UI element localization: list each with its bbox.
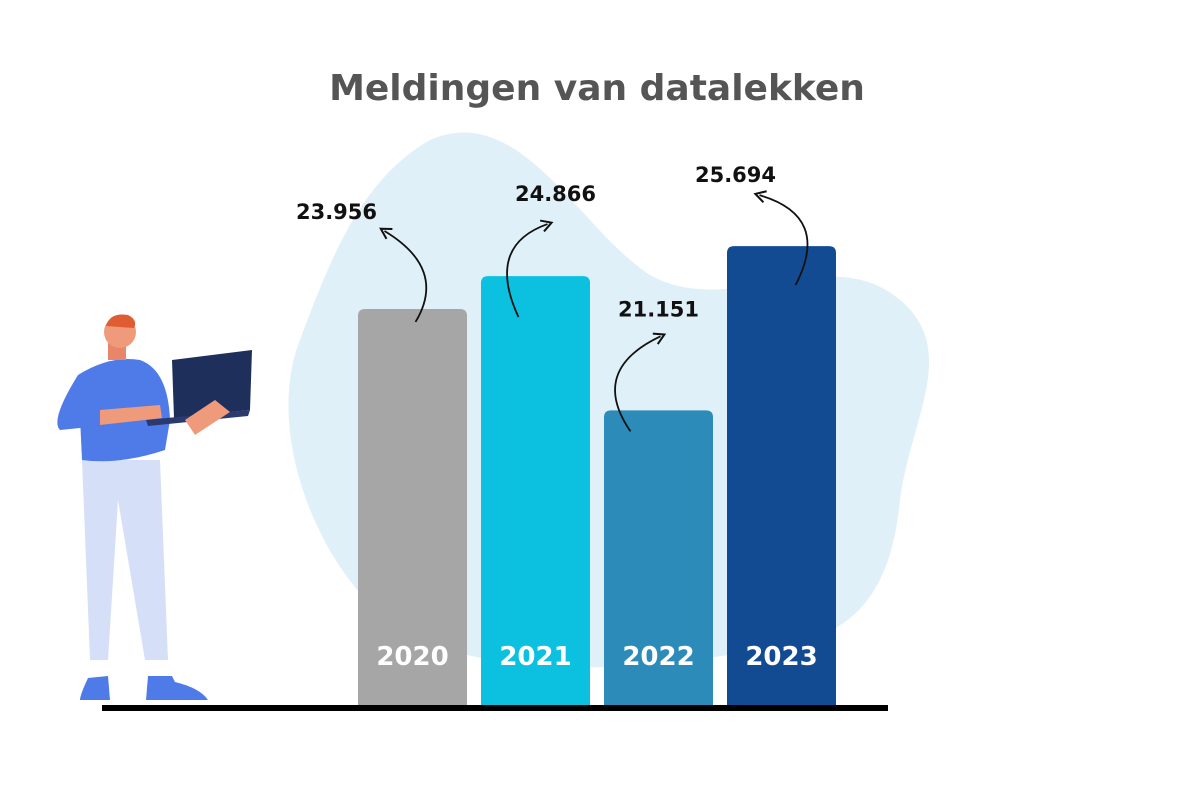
category-label: 2020 [376,642,448,672]
arrow [614,332,667,432]
bar [481,276,590,705]
arrow [379,227,428,323]
bar [604,410,713,705]
chart-title: Meldingen van datalekken [329,68,865,109]
baseline [102,705,888,711]
bar [727,246,836,705]
person [57,314,252,700]
bar [358,308,467,705]
value-label: 21.151 [618,297,699,321]
category-label: 2021 [499,642,571,672]
arrow [506,219,554,318]
value-label: 25.694 [695,163,776,187]
value-label: 23.956 [296,200,377,224]
category-label: 2022 [622,642,694,672]
arrow [753,190,809,286]
category-label: 2023 [745,642,817,672]
value-label: 24.866 [515,182,596,206]
